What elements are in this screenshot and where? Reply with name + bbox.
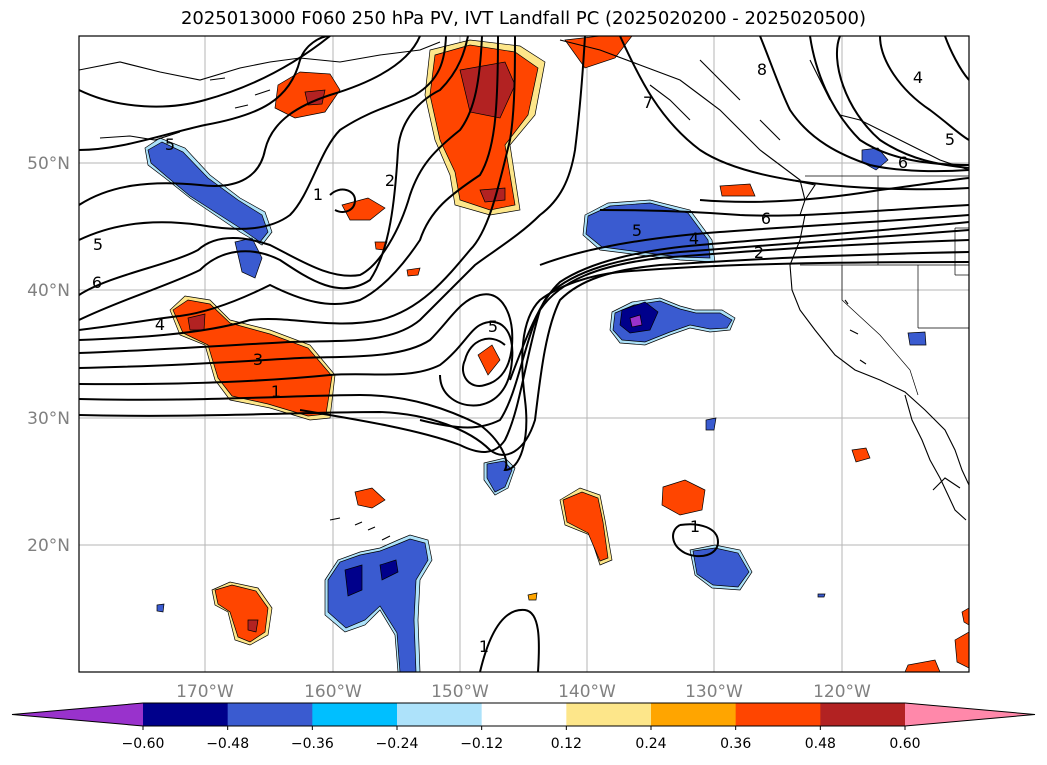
lat-label: 30°N bbox=[27, 409, 70, 429]
contour-label: 6 bbox=[92, 273, 102, 292]
colorbar-segment bbox=[481, 703, 567, 726]
colorbar-segment bbox=[820, 703, 906, 726]
colorbar-segment bbox=[143, 703, 229, 726]
latitude-labels: 50°N 40°N 30°N 20°N bbox=[27, 154, 70, 556]
contour-label: 6 bbox=[898, 153, 908, 172]
lat-label: 50°N bbox=[27, 154, 70, 174]
lon-label: 170°W bbox=[176, 682, 234, 702]
colorbar-segment bbox=[651, 703, 737, 726]
colorbar-segment bbox=[566, 703, 652, 726]
colorbar-segment bbox=[312, 703, 398, 726]
contour-label: 4 bbox=[913, 68, 923, 87]
contour-label: 3 bbox=[253, 350, 263, 369]
colorbar-segment bbox=[397, 703, 483, 726]
contour-label: 5 bbox=[93, 235, 103, 254]
colorbar-tick-label: 0.24 bbox=[635, 736, 666, 752]
contour-label: 1 bbox=[479, 637, 489, 656]
lon-label: 120°W bbox=[813, 682, 871, 702]
colorbar-tick-label: −0.36 bbox=[291, 736, 334, 752]
colorbar-tick-label: −0.12 bbox=[460, 736, 503, 752]
colorbar-tick-label: 0.36 bbox=[720, 736, 751, 752]
contour-label: 2 bbox=[385, 171, 395, 190]
contour-label: 2 bbox=[754, 243, 764, 262]
lon-label: 150°W bbox=[431, 682, 489, 702]
colorbar-segment bbox=[227, 703, 313, 726]
colorbar-segment bbox=[735, 703, 821, 726]
colorbar-tick-label: 0.48 bbox=[805, 736, 836, 752]
colorbar-tick-label: −0.24 bbox=[376, 736, 419, 752]
colorbar-tick-label: 0.60 bbox=[889, 736, 920, 752]
contour-labels: 8 4 5 6 7 2 1 5 6 5 4 6 5 2 4 3 1 5 1 1 bbox=[92, 60, 955, 656]
contour-label: 4 bbox=[155, 315, 165, 334]
pv-contours bbox=[79, 36, 969, 672]
colorbar-tick-label: 0.12 bbox=[551, 736, 582, 752]
map-title: 2025013000 F060 250 hPa PV, IVT Landfall… bbox=[180, 8, 867, 29]
contour-label: 6 bbox=[761, 209, 771, 228]
contour-label: 5 bbox=[165, 135, 175, 154]
colorbar-tick-label: −0.48 bbox=[206, 736, 249, 752]
colorbar-extend-min bbox=[12, 703, 143, 726]
contour-label: 8 bbox=[757, 60, 767, 79]
longitude-labels: 170°W 160°W 150°W 140°W 130°W 120°W bbox=[176, 682, 871, 702]
contour-label: 4 bbox=[689, 229, 699, 248]
colorbar-tick-label: −0.60 bbox=[122, 736, 165, 752]
contour-label: 5 bbox=[945, 130, 955, 149]
lat-label: 40°N bbox=[27, 281, 70, 301]
contour-label: 1 bbox=[313, 185, 323, 204]
lon-label: 130°W bbox=[685, 682, 743, 702]
state-borders bbox=[800, 175, 969, 396]
contour-label: 5 bbox=[632, 221, 642, 240]
lon-label: 160°W bbox=[304, 682, 362, 702]
lat-label: 20°N bbox=[27, 536, 70, 556]
colorbar-extend-max bbox=[905, 703, 1035, 726]
contour-label: 1 bbox=[271, 382, 281, 401]
contour-label: 7 bbox=[643, 93, 653, 112]
contour-label: 1 bbox=[690, 517, 700, 536]
colorbar: −0.60 −0.48 −0.36 −0.24 −0.12 0.12 0.24 0.36 0.4… bbox=[11, 702, 1036, 752]
contour-label: 5 bbox=[488, 317, 498, 336]
lon-label: 140°W bbox=[558, 682, 616, 702]
plot-frame bbox=[78, 35, 970, 673]
